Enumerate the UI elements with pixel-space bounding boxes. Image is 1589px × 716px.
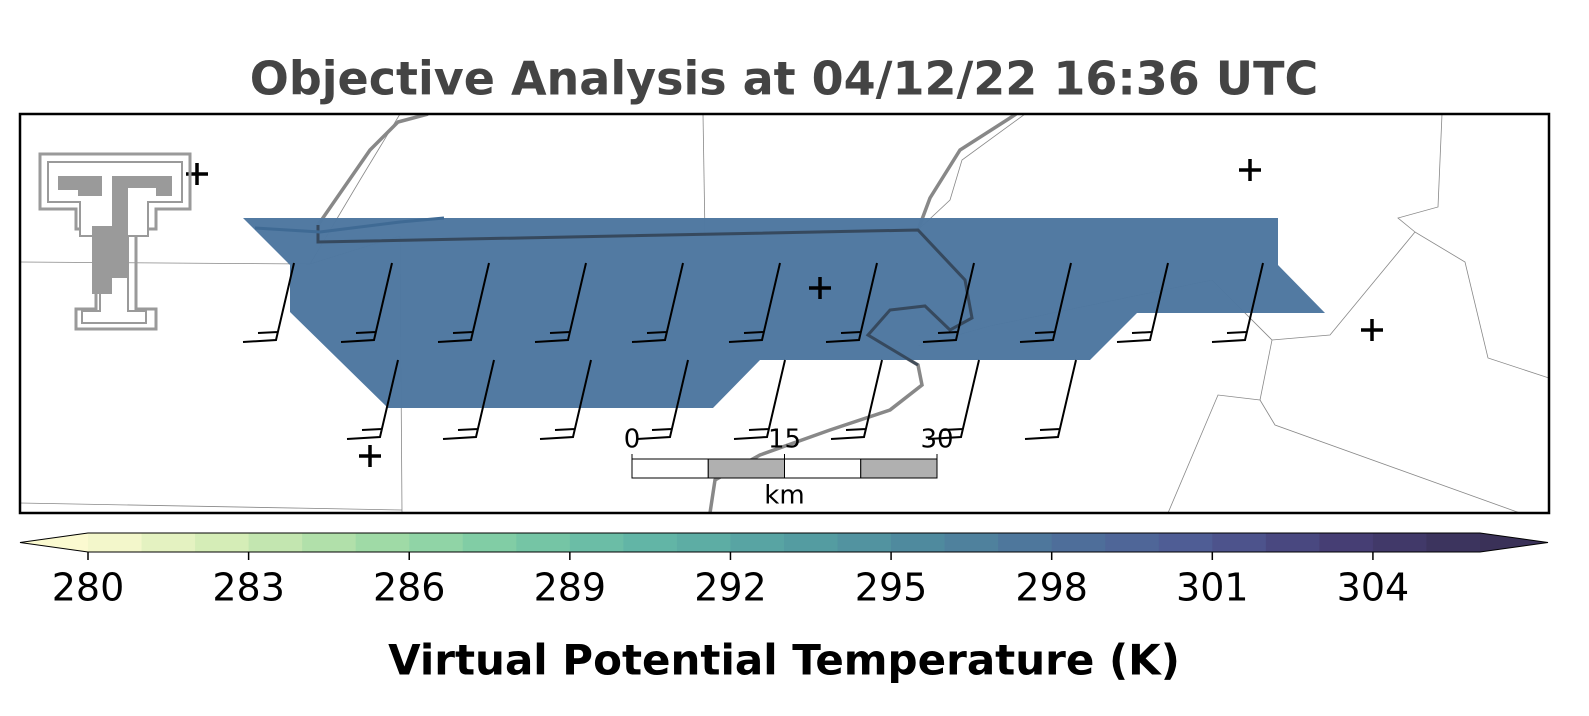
wind-barb: [346, 359, 399, 440]
wind-barb: [534, 262, 587, 343]
scale-unit: km: [764, 481, 804, 511]
wind-barb: [437, 262, 490, 343]
wind-barb: [1211, 262, 1264, 343]
scale-tick-label: 15: [768, 425, 801, 455]
colorbar-segment: [1372, 533, 1427, 552]
wind-barb: [442, 359, 495, 440]
logo: [38, 152, 192, 331]
wind-barb: [1024, 359, 1077, 440]
scale-tick-label: 0: [624, 425, 641, 455]
colorbar-segment: [1212, 533, 1267, 552]
colorbar-segment: [837, 533, 892, 552]
colorbar-tick-label: 304: [1337, 566, 1410, 610]
colorbar-tick-label: 286: [373, 566, 446, 610]
colorbar-tick-label: 301: [1176, 566, 1249, 610]
scale-segment: [707, 458, 785, 479]
wind-barb: [733, 359, 786, 440]
analysis-field: [243, 218, 1325, 408]
station-markers: [186, 159, 1383, 467]
colorbar-segment: [248, 533, 303, 552]
wind-barb: [636, 359, 689, 440]
wind-barb: [927, 359, 980, 440]
colorbar-segment: [195, 533, 250, 552]
wind-barb: [242, 262, 295, 343]
title: Objective Analysis at 04/12/22 16:36 UTC: [250, 52, 1319, 106]
colorbar-segment: [944, 533, 999, 552]
wind-barb: [1116, 262, 1169, 343]
colorbar-segment: [462, 533, 517, 552]
scale-tick-label: 30: [920, 425, 953, 455]
river: [254, 216, 445, 234]
colorbar-segment: [569, 533, 624, 552]
colorbar-extend-high: [1480, 533, 1548, 552]
wind-barb: [830, 359, 883, 440]
map-frame: [18, 112, 1551, 515]
colorbar-segment: [88, 533, 143, 552]
map: 0 15 30 km: [18, 112, 1551, 515]
colorbar-segment: [355, 533, 410, 552]
colorbar-segment: [1319, 533, 1374, 552]
colorbar-outline: [19, 532, 1549, 553]
colorbar-segment: [409, 533, 464, 552]
colorbar-segment: [1051, 533, 1106, 552]
wind-barb: [1019, 262, 1072, 343]
colorbar-segment: [1105, 533, 1160, 552]
colorbar: 280 283 286 289 292 295 298 301 304: [19, 532, 1549, 610]
colorbar-segment: [676, 533, 731, 552]
colorbar-label: Virtual Potential Temperature (K): [388, 636, 1180, 685]
colorbar-tick-label: 292: [694, 566, 767, 610]
wind-barb: [922, 262, 975, 343]
wind-barb: [631, 262, 684, 343]
boundary-overlay: [316, 225, 974, 367]
colorbar-segment: [784, 533, 839, 552]
wind-barb: [539, 359, 592, 440]
colorbar-segment: [302, 533, 357, 552]
colorbar-segment: [730, 533, 785, 552]
scale-segment: [860, 458, 938, 479]
colorbar-segment: [141, 533, 196, 552]
wind-barbs: [242, 262, 1264, 440]
colorbar-tick-label: 280: [52, 566, 125, 610]
colorbar-tick-label: 283: [212, 566, 285, 610]
wind-barb: [340, 262, 393, 343]
colorbar-tick-label: 295: [855, 566, 928, 610]
scale-segment: [784, 458, 862, 479]
colorbar-tick-label: 298: [1015, 566, 1088, 610]
colorbar-segment: [516, 533, 571, 552]
stations: [186, 159, 1383, 467]
colorbar-segment: [1158, 533, 1213, 552]
colorbar-segment: [1426, 533, 1481, 552]
colorbar-extend-low: [20, 533, 88, 552]
colorbar-segment: [623, 533, 678, 552]
scale-segment: [631, 458, 709, 479]
wind-barb: [825, 262, 878, 343]
scale-bar: 0 15 30 km: [624, 425, 954, 511]
colorbar-segment: [1265, 533, 1320, 552]
colorbar-segment: [998, 533, 1053, 552]
colorbar-tick-label: 289: [534, 566, 607, 610]
colorbar-segment: [891, 533, 946, 552]
wind-barb: [728, 262, 781, 343]
